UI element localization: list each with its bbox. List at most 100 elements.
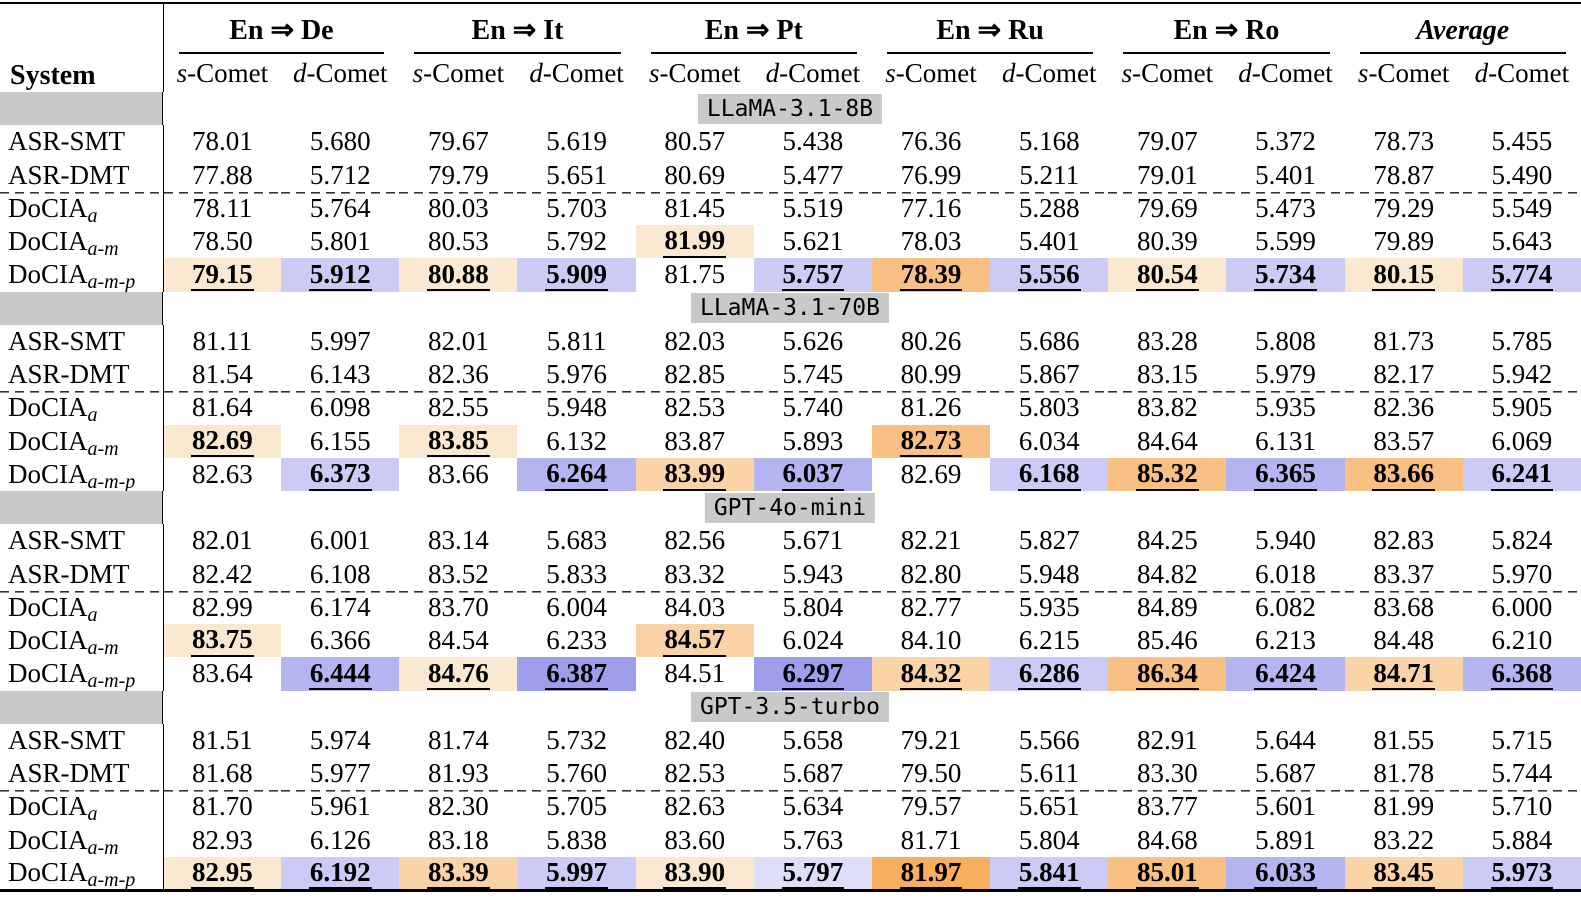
metric-cell: 84.82 — [1108, 558, 1226, 591]
metric-cell: 5.477 — [754, 159, 872, 192]
metric-cell: 79.57 — [871, 790, 991, 824]
metric-value: 83.15 — [1137, 359, 1198, 390]
metric-value: 81.74 — [428, 724, 489, 755]
metric-value: 6.069 — [1491, 425, 1553, 456]
metric-cell: 81.74 — [399, 724, 517, 757]
row-label: ASR-SMT — [8, 126, 126, 157]
metric-value: 6.131 — [1255, 425, 1316, 456]
metric-cell: 79.79 — [399, 159, 517, 192]
group-header-2: En ⇒ It — [399, 3, 635, 54]
row-label-subscript: a-m-p — [87, 670, 136, 693]
row-label-subscript: a-m-p — [87, 271, 136, 294]
metric-value: 82.36 — [1373, 392, 1435, 423]
metric-value: 82.21 — [900, 525, 962, 556]
metric-cell: 83.15 — [1108, 358, 1226, 391]
metric-value: 6.108 — [309, 558, 371, 589]
metric-value: 5.211 — [1019, 159, 1080, 190]
metric-value: 84.68 — [1137, 824, 1198, 855]
metric-cell: 5.940 — [1226, 524, 1344, 557]
section-band-left-fill — [0, 92, 163, 126]
metric-value: 79.21 — [900, 724, 962, 755]
section-model-label: LLaMA-3.1-8B — [697, 93, 883, 124]
metric-value: 5.997 — [545, 857, 608, 890]
metric-value: 83.82 — [1137, 392, 1198, 423]
row-label: ASR-SMT — [8, 724, 126, 755]
metric-cell: 83.37 — [1345, 558, 1463, 591]
metric-cell: 84.10 — [872, 624, 990, 657]
metric-letter: s — [1357, 57, 1369, 88]
metric-cell: 84.32 — [871, 657, 991, 691]
metric-suffix: -Comet — [1132, 57, 1214, 88]
metric-cell: 82.56 — [636, 524, 754, 557]
metric-value: 84.64 — [1137, 425, 1198, 456]
metric-value: 78.50 — [191, 226, 253, 257]
metric-value: 5.797 — [781, 857, 845, 890]
metric-suffix: -Comet — [306, 57, 388, 88]
metric-value: 6.143 — [309, 359, 371, 390]
metric-value: 83.70 — [428, 591, 489, 622]
row-label-subscript: a — [87, 404, 98, 427]
metric-cell: 5.803 — [990, 391, 1109, 425]
metric-value: 76.99 — [900, 159, 962, 190]
metric-value: 81.75 — [664, 259, 726, 290]
metric-value: 84.51 — [664, 658, 726, 689]
metric-cell: 83.45 — [1344, 856, 1463, 891]
metric-cell: 6.143 — [281, 358, 399, 391]
metric-value: 5.745 — [782, 359, 844, 390]
metric-cell: 78.03 — [872, 225, 990, 258]
metric-cell: 81.75 — [636, 258, 754, 291]
metric-cell: 5.601 — [1226, 790, 1345, 824]
metric-cell: 5.644 — [1226, 724, 1344, 757]
section-band-left-fill — [0, 291, 163, 325]
metric-cell: 5.808 — [1226, 325, 1344, 358]
metric-value: 5.634 — [782, 791, 844, 822]
metric-cell: 6.192 — [281, 856, 400, 891]
section-band-row: LLaMA-3.1-8B — [0, 92, 1581, 126]
metric-value: 77.88 — [191, 159, 253, 190]
section-band: LLaMA-3.1-70B — [0, 291, 1581, 325]
metric-value: 82.93 — [191, 824, 253, 855]
metric-value: 5.401 — [1255, 159, 1316, 190]
metric-value: 5.651 — [1018, 791, 1080, 822]
metric-value: 81.93 — [428, 758, 489, 789]
metric-cell: 83.28 — [1108, 325, 1226, 358]
metric-value: 5.599 — [1255, 226, 1316, 257]
metric-cell: 82.03 — [636, 325, 754, 358]
group-header-label: En ⇒ Ru — [936, 15, 1044, 47]
metric-suffix: -Comet — [1015, 57, 1097, 88]
metric-value: 6.126 — [309, 824, 371, 855]
metric-value: 5.801 — [309, 226, 371, 257]
metric-cell: 5.792 — [517, 225, 635, 258]
metric-value: 5.168 — [1018, 126, 1080, 157]
metric-cell: 84.54 — [399, 624, 517, 657]
metric-value: 5.705 — [546, 791, 607, 822]
table-row: DoCIAa-m-p 79.15 5.912 80.88 5.909 81.75 5.757… — [0, 258, 1581, 294]
table-header: System En ⇒ De En ⇒ It En ⇒ Pt En ⇒ Ru En ⇒ … — [0, 3, 1581, 92]
metric-value: 85.01 — [1136, 857, 1199, 890]
row-label: DoCIA — [8, 824, 88, 855]
row-label-subscript: a — [87, 204, 98, 227]
metric-cell: 5.556 — [990, 258, 1109, 292]
metric-cell: 5.168 — [990, 125, 1108, 158]
metric-value: 83.45 — [1372, 857, 1436, 890]
metric-value: 83.37 — [1373, 558, 1435, 589]
row-label-cell: DoCIAa-m — [0, 424, 164, 460]
table-row: DoCIAa-m-p 82.63 6.373 83.66 6.264 83.99 6.037… — [0, 457, 1581, 493]
table-row: DoCIAa 78.11 5.764 80.03 5.703 81.45 5.519 77.1… — [0, 191, 1581, 227]
metric-cell: 80.69 — [636, 159, 754, 192]
table-row: DoCIAa 81.64 6.098 82.55 5.948 82.53 5.740 81.2… — [0, 391, 1581, 427]
metric-value: 6.168 — [1017, 459, 1081, 491]
table-row: DoCIAa-m-p 83.64 6.444 84.76 6.387 84.51 6.297… — [0, 657, 1581, 693]
metric-value: 5.948 — [1018, 558, 1080, 589]
metric-value: 78.73 — [1373, 126, 1435, 157]
metric-cell: 6.082 — [1226, 590, 1345, 624]
metric-value: 81.71 — [900, 824, 962, 855]
metric-value: 6.174 — [309, 591, 371, 622]
metric-value: 82.99 — [191, 591, 253, 622]
metric-value: 81.97 — [899, 857, 963, 890]
metric-cell: 5.687 — [754, 757, 872, 790]
metric-cell: 5.490 — [1463, 159, 1581, 192]
metric-cell: 83.82 — [1108, 391, 1227, 425]
metric-value: 5.556 — [1017, 259, 1081, 292]
